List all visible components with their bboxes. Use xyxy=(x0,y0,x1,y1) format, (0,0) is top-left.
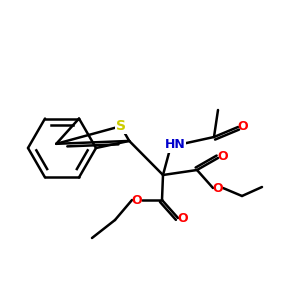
Text: O: O xyxy=(132,194,142,206)
Text: HN: HN xyxy=(165,139,185,152)
Text: O: O xyxy=(218,149,228,163)
Text: O: O xyxy=(238,121,248,134)
Text: O: O xyxy=(178,212,188,224)
Text: O: O xyxy=(213,182,223,194)
Text: S: S xyxy=(116,119,126,133)
